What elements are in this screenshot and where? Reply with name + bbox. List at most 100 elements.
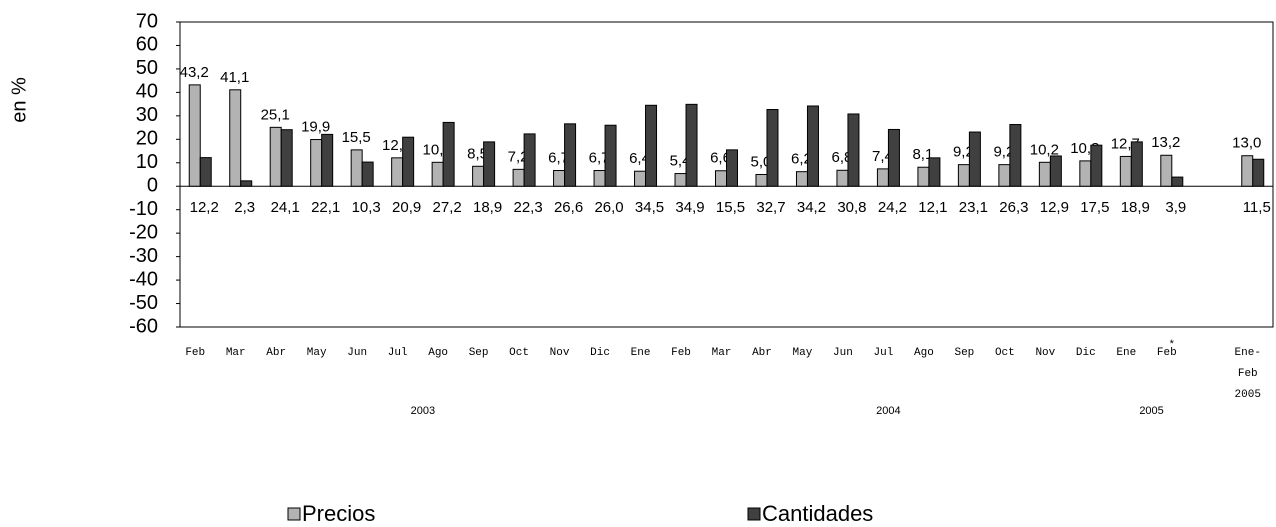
bar	[350, 149, 363, 187]
bar	[1171, 176, 1184, 187]
bar	[766, 109, 779, 187]
legend-swatch	[287, 507, 301, 521]
y-tick-label: -10	[129, 198, 158, 220]
x-tick-label: Ene- Feb 2005	[1234, 347, 1261, 401]
bar	[229, 89, 242, 187]
value-label: 3,9	[1165, 199, 1186, 216]
y-tick-label: 10	[136, 151, 158, 173]
value-label: 32,7	[756, 199, 785, 216]
bar	[564, 123, 577, 187]
y-tick-label: -40	[129, 268, 158, 290]
value-label: 5,0	[751, 153, 772, 170]
legend-swatch	[747, 507, 761, 521]
bar	[1079, 160, 1092, 187]
y-tick-label: -60	[129, 315, 158, 337]
x-tick-label: Feb	[671, 347, 691, 359]
value-label: 6,7	[548, 149, 569, 166]
bar	[402, 136, 415, 187]
value-label: 6,2	[791, 151, 812, 168]
value-label: 6,6	[710, 150, 731, 167]
value-label: 9,2	[953, 144, 974, 161]
legend-label: Cantidades	[762, 501, 873, 526]
value-label: 8,1	[912, 146, 933, 163]
y-tick-label: -20	[129, 221, 158, 243]
bar	[483, 141, 496, 187]
x-tick-label: Ago	[914, 347, 934, 359]
x-tick-label: Sep	[468, 347, 489, 359]
y-tick-label: -50	[129, 292, 158, 314]
value-label: 26,6	[554, 199, 583, 216]
bar	[472, 165, 485, 187]
value-label: 7,2	[508, 148, 529, 165]
value-label: 41,1	[220, 69, 249, 86]
footnote-mark: *	[1170, 338, 1175, 350]
x-tick-label: Oct	[509, 347, 529, 359]
bar	[715, 170, 727, 187]
value-label: 8,5	[467, 145, 488, 162]
x-tick-label: Oct	[994, 347, 1015, 359]
bar	[755, 174, 768, 187]
bar	[361, 161, 374, 187]
bar	[391, 157, 404, 187]
y-tick-label: 70	[136, 10, 158, 32]
x-tick-label: Ene	[630, 347, 651, 359]
value-label: 34,5	[635, 199, 664, 216]
y-tick-label: 50	[136, 57, 158, 79]
value-label: 26,3	[999, 199, 1028, 216]
bar	[1038, 161, 1051, 187]
value-label: 7,4	[872, 148, 893, 165]
bar	[512, 168, 525, 187]
value-label: 2,3	[234, 199, 255, 216]
bar	[887, 128, 900, 187]
value-label: 26,0	[594, 199, 623, 216]
bar	[188, 84, 201, 187]
value-label: 12,1	[918, 199, 947, 216]
bar	[957, 164, 970, 187]
bar	[998, 164, 1011, 187]
bar	[269, 126, 282, 187]
value-label: 18,9	[1121, 199, 1150, 216]
value-label: 15,5	[716, 199, 745, 216]
value-label: 43,2	[180, 64, 209, 81]
x-tick-label: Abr	[266, 347, 287, 359]
bar	[593, 170, 606, 187]
value-label: 11,5	[1243, 199, 1271, 216]
bar	[1009, 124, 1022, 187]
x-tick-label: Dic	[1075, 347, 1096, 359]
x-tick-label: Jul	[387, 347, 408, 359]
bar	[847, 113, 860, 187]
x-tick-label: Nov	[549, 347, 570, 359]
year-label: 2005	[1139, 405, 1163, 417]
bar	[1130, 141, 1143, 187]
bar	[523, 133, 536, 187]
bar	[634, 170, 647, 187]
x-tick-label: May	[792, 347, 813, 359]
value-label: 6,7	[589, 149, 610, 166]
bar	[1252, 158, 1265, 187]
bar	[240, 180, 253, 187]
value-label: 17,5	[1080, 199, 1109, 216]
y-axis-label: en %	[8, 77, 30, 123]
value-label: 9,2	[993, 144, 1014, 161]
value-label: 15,5	[342, 129, 371, 146]
value-label: 22,3	[513, 199, 542, 216]
bar	[674, 173, 687, 187]
value-label: 13,2	[1151, 134, 1180, 151]
year-label: 2003	[411, 405, 435, 417]
bar	[645, 104, 658, 187]
bar	[917, 166, 930, 187]
legend-label: Precios	[302, 501, 375, 526]
value-label: 23,1	[959, 199, 988, 216]
bar	[928, 157, 941, 187]
x-tick-label: Nov	[1035, 347, 1056, 359]
x-tick-label: Ago	[428, 347, 449, 359]
value-label: 30,8	[837, 199, 866, 216]
plot-frame	[179, 21, 1274, 328]
value-label: 34,2	[797, 199, 826, 216]
value-label: 10,3	[352, 199, 381, 216]
y-tick-label: 30	[136, 104, 158, 126]
value-label: 24,2	[878, 199, 907, 216]
value-label: 10,2	[1030, 141, 1059, 158]
